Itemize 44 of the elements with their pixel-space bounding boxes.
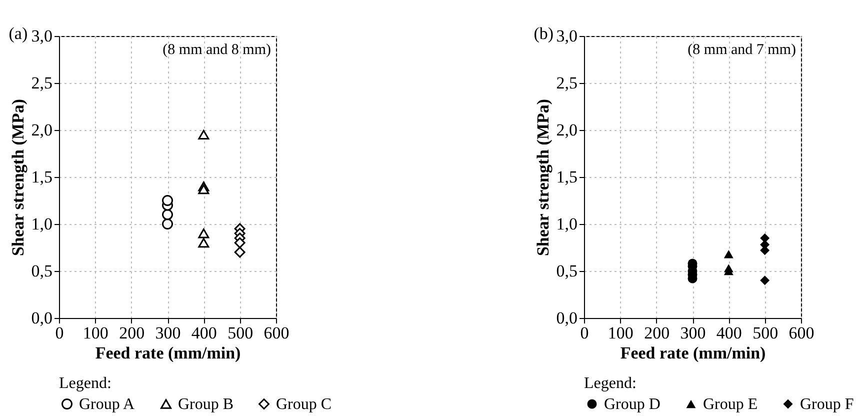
y-axis-title: Shear strength (MPa)	[8, 98, 28, 256]
annotation: (8 mm and 8 mm)	[162, 42, 271, 58]
y-tick-label: 3,0	[556, 26, 578, 46]
x-tick-label: 200	[644, 324, 670, 342]
y-tick-label: 0,0	[556, 308, 578, 328]
y-tick-label: 2,0	[556, 120, 578, 140]
legend-label: Group F	[800, 396, 854, 413]
legend-label: Group E	[703, 396, 758, 413]
legend-label: Group B	[178, 396, 234, 413]
x-tick-label: 500	[752, 324, 778, 342]
x-tick-label: 0	[580, 324, 589, 342]
y-tick-label: 0,5	[556, 262, 578, 280]
legend-label: Group C	[276, 396, 332, 413]
x-tick-label: 500	[228, 324, 254, 342]
y-tick-label: 0,5	[31, 262, 52, 280]
y-tick-label: 0,0	[31, 308, 52, 328]
chart-title: (a)	[8, 24, 28, 43]
y-tick-label: 1,0	[31, 214, 52, 234]
y-axis-title: Shear strength (MPa)	[533, 98, 552, 256]
x-axis-title: Feed rate (mm/min)	[95, 344, 241, 362]
legend-title: Legend:	[59, 375, 112, 392]
x-tick-label: 400	[191, 324, 217, 342]
legend-label: Group A	[79, 396, 135, 413]
chart-title: (b)	[534, 24, 554, 43]
x-tick-label: 300	[155, 324, 181, 342]
x-tick-label: 300	[680, 324, 706, 342]
annotation: (8 mm and 7 mm)	[688, 42, 796, 58]
y-tick-label: 2,5	[556, 74, 578, 92]
legend-title: Legend:	[584, 375, 636, 392]
legend-label: Group D	[604, 396, 660, 413]
x-tick-label: 200	[119, 324, 145, 342]
y-tick-label: 3,0	[31, 26, 52, 46]
x-tick-label: 600	[264, 324, 290, 342]
x-tick-label: 100	[608, 324, 634, 342]
x-tick-label: 400	[716, 324, 742, 342]
x-tick-label: 100	[82, 324, 108, 342]
y-tick-label: 2,5	[31, 74, 52, 92]
x-tick-label: 0	[55, 324, 64, 342]
y-tick-label: 1,5	[556, 168, 578, 186]
x-axis-title: Feed rate (mm/min)	[620, 344, 766, 362]
y-tick-label: 1,5	[31, 168, 52, 186]
y-tick-label: 2,0	[31, 120, 52, 140]
x-tick-label: 600	[788, 324, 814, 342]
y-tick-label: 1,0	[556, 214, 578, 234]
